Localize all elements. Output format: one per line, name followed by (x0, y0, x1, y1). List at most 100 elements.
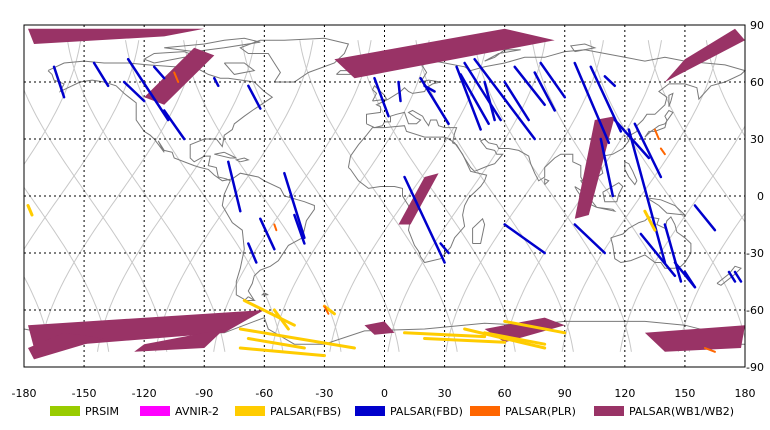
plr-track (653, 128, 660, 140)
fbs-track (238, 346, 326, 358)
plr-track (659, 147, 666, 156)
legend-swatch (470, 406, 500, 416)
coastline (484, 49, 521, 62)
legend-item: AVNIR-2 (140, 404, 219, 418)
orbit-track (589, 40, 745, 341)
orbit-track (24, 40, 82, 166)
legend-swatch (235, 406, 265, 416)
orbit-track (357, 40, 516, 352)
fbd-track (162, 109, 186, 141)
fbd-tracks (52, 57, 743, 289)
fbd-track (503, 80, 530, 122)
y-tick-label: 90 (750, 19, 764, 32)
x-tick-label: 150 (674, 387, 695, 400)
coastline (347, 125, 488, 264)
orbit-track (183, 40, 342, 352)
x-tick-label: 60 (498, 387, 512, 400)
orbit-track (677, 212, 745, 352)
fbd-track (539, 61, 566, 99)
wb-swath (644, 325, 745, 352)
fbd-track (463, 61, 502, 122)
coastline (472, 217, 486, 244)
legend-label: PALSAR(FBS) (270, 404, 342, 418)
x-tick-label: -60 (255, 387, 273, 400)
fbd-track (483, 80, 496, 122)
fbd-track (503, 223, 546, 255)
orbit-track (24, 275, 52, 352)
legend-swatch (140, 406, 170, 416)
plr-track (703, 347, 716, 353)
wb-swath (28, 28, 205, 44)
x-tick-label: -30 (315, 387, 333, 400)
fbs-track (403, 331, 487, 339)
fbd-track (727, 270, 737, 283)
legend-label: PALSAR(PLR) (505, 404, 576, 418)
fbd-track (663, 223, 683, 283)
coastline (243, 296, 257, 301)
fbs-tracks (26, 204, 657, 358)
fbd-track (403, 175, 446, 264)
fbd-track (573, 223, 607, 255)
coastline (239, 37, 350, 83)
plot-frame (23, 24, 746, 368)
fbd-track (213, 76, 220, 88)
x-tick-label: 180 (735, 387, 756, 400)
fbd-track (673, 261, 697, 289)
wb-swath (664, 28, 745, 82)
fbs-track (238, 327, 356, 350)
orbit-track (705, 40, 745, 138)
fbd-track (152, 65, 166, 80)
coastline (234, 157, 250, 163)
x-tick-label: 120 (614, 387, 635, 400)
coastline (47, 60, 315, 301)
wb-swath (364, 321, 395, 335)
x-tick-label: 90 (558, 387, 572, 400)
legend-swatch (50, 406, 80, 416)
fbd-track (227, 160, 242, 213)
plr-tracks (173, 71, 716, 353)
legend-item: PALSAR(PLR) (470, 404, 576, 418)
fbs-track (503, 319, 567, 335)
legend: PRSIM AVNIR-2 PALSAR(FBS) PALSAR(FBD) PALSAR… (0, 400, 770, 422)
orbit-track (647, 40, 745, 223)
coastline (143, 51, 205, 64)
coastline (596, 206, 617, 213)
legend-label: PALSAR(FBD) (390, 404, 463, 418)
fbs-track (246, 337, 306, 350)
fbd-track (599, 137, 615, 198)
fbs-track (483, 331, 547, 346)
legend-label: AVNIR-2 (175, 404, 219, 418)
fbd-track (259, 217, 276, 251)
wb-swath (144, 47, 215, 105)
fbd-track (733, 270, 743, 283)
x-tick-label: -180 (12, 387, 37, 400)
y-tick-label: -90 (746, 361, 764, 374)
coastline (261, 292, 269, 296)
plr-track (273, 223, 278, 232)
coastline (569, 43, 597, 53)
wb-swath (134, 329, 225, 352)
orbit-track (97, 40, 256, 352)
fbd-track (373, 76, 390, 118)
fbd-track (513, 65, 546, 107)
legend-item: PALSAR(FBS) (235, 404, 341, 418)
coastline (624, 161, 638, 186)
coastline (610, 216, 692, 269)
wb-swath (334, 28, 555, 79)
fbd-track (639, 232, 677, 278)
fbd-track (247, 84, 262, 110)
fbd-track (247, 242, 258, 264)
fbd-track (533, 71, 556, 112)
coastline (644, 109, 674, 138)
legend-label: PRSIM (85, 404, 119, 418)
wb-swath (574, 116, 615, 219)
legend-label: PALSAR(WB1/WB2) (629, 404, 735, 418)
plr-track (323, 305, 330, 315)
orbit-track (619, 125, 745, 352)
fbd-track (283, 171, 306, 240)
x-tick-label: 30 (438, 387, 452, 400)
y-tick-label: 60 (750, 76, 764, 89)
fbd-track (126, 57, 170, 122)
orbit-track (67, 40, 226, 352)
